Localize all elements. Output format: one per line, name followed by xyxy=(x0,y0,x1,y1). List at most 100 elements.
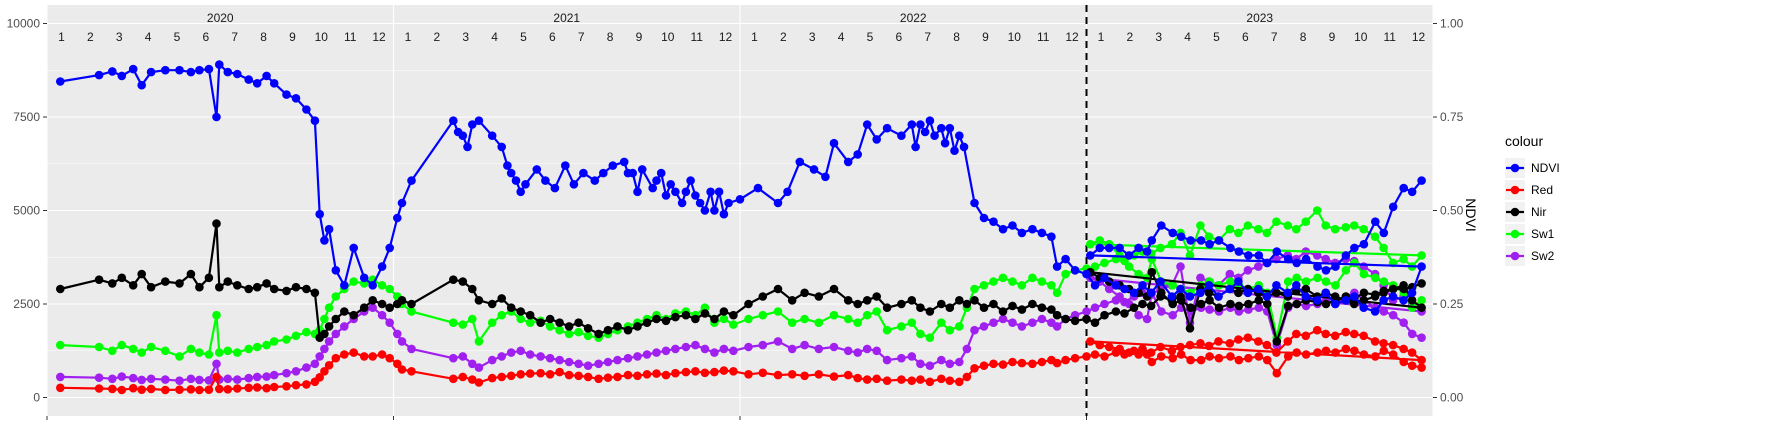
data-point-nir xyxy=(1061,314,1070,324)
data-point-red xyxy=(525,369,535,378)
data-point-sw1 xyxy=(1312,206,1322,215)
data-point-red xyxy=(603,373,613,383)
data-point-red xyxy=(244,383,253,393)
legend-key-point xyxy=(1510,163,1520,173)
data-point-red xyxy=(1292,348,1301,357)
data-point-ndvi xyxy=(1370,307,1380,316)
data-point-nir xyxy=(1292,299,1301,309)
data-point-ndvi xyxy=(359,273,369,283)
data-point-sw2 xyxy=(962,344,972,354)
data-point-red xyxy=(1359,350,1369,359)
data-point-red xyxy=(1349,329,1359,339)
data-point-ndvi xyxy=(262,71,271,81)
data-point-sw2 xyxy=(710,348,719,357)
data-point-sw1 xyxy=(195,348,204,357)
month-label: 4 xyxy=(491,30,498,44)
data-point-ndvi xyxy=(959,142,969,152)
data-point-sw2 xyxy=(633,352,642,361)
data-point-nir xyxy=(324,322,334,331)
data-point-sw1 xyxy=(186,344,196,354)
data-point-sw2 xyxy=(252,372,262,382)
data-point-sw1 xyxy=(1156,243,1165,253)
data-point-red xyxy=(710,367,719,377)
data-point-nir xyxy=(1070,316,1080,326)
data-point-sw2 xyxy=(862,344,872,354)
data-point-ndvi xyxy=(1234,247,1244,256)
data-point-ndvi xyxy=(1292,258,1301,268)
data-point-nir xyxy=(1254,296,1264,305)
data-point-sw1 xyxy=(773,307,783,316)
data-point-ndvi xyxy=(1205,239,1214,249)
data-point-sw2 xyxy=(814,344,824,354)
data-point-red xyxy=(545,370,555,379)
data-point-sw1 xyxy=(1292,224,1301,234)
legend-label: Nir xyxy=(1531,205,1546,219)
data-point-ndvi xyxy=(302,105,311,114)
data-point-red xyxy=(962,372,972,382)
data-point-ndvi xyxy=(1331,262,1340,271)
data-point-sw2 xyxy=(1388,310,1398,320)
axes: 0 2500 5000 7500 10000 0.00 0.25 0.50 0.75 1.00 xyxy=(7,16,1464,420)
data-point-sw1 xyxy=(56,340,65,350)
month-label: 9 xyxy=(289,30,296,44)
data-point-red xyxy=(633,371,642,381)
data-point-sw1 xyxy=(1272,217,1281,226)
year-label: 2022 xyxy=(900,11,927,25)
data-point-nir xyxy=(310,288,320,298)
data-point-ndvi xyxy=(1204,281,1214,290)
data-point-sw1 xyxy=(262,340,271,350)
data-point-nir xyxy=(244,284,253,294)
month-label: 6 xyxy=(1242,30,1249,44)
data-point-ndvi xyxy=(385,243,395,253)
data-point-ndvi xyxy=(1214,236,1224,245)
data-point-sw1 xyxy=(925,333,935,343)
y-tick-label-right: 1.00 xyxy=(1440,16,1464,30)
y-tick-label-left: 10000 xyxy=(7,16,41,30)
data-point-nir xyxy=(773,284,783,294)
data-point-nir xyxy=(862,296,872,305)
data-point-sw1 xyxy=(331,292,341,301)
data-point-red xyxy=(979,361,989,371)
data-point-ndvi xyxy=(920,127,930,137)
data-point-nir xyxy=(1359,296,1368,305)
data-point-red xyxy=(1407,348,1417,357)
data-point-red xyxy=(1225,339,1235,348)
data-point-ndvi xyxy=(1313,262,1322,271)
data-point-red xyxy=(204,385,214,395)
data-point-sw1 xyxy=(814,318,824,328)
data-point-red xyxy=(320,367,329,376)
data-point-red xyxy=(1254,352,1264,361)
data-point-sw1 xyxy=(385,284,395,294)
data-point-nir xyxy=(925,307,935,316)
data-point-ndvi xyxy=(146,67,156,77)
data-point-ndvi xyxy=(773,198,783,208)
data-point-nir xyxy=(161,277,170,286)
data-point-ndvi xyxy=(821,172,830,182)
data-point-sw1 xyxy=(989,277,998,286)
data-point-red xyxy=(1262,340,1272,350)
data-point-ndvi xyxy=(1388,202,1398,212)
data-point-sw1 xyxy=(787,318,797,328)
data-point-sw1 xyxy=(800,314,809,324)
data-point-red xyxy=(882,376,892,386)
data-point-nir xyxy=(215,282,224,292)
data-point-sw1 xyxy=(324,303,334,313)
data-point-sw2 xyxy=(117,372,127,381)
data-point-sw1 xyxy=(128,344,138,354)
data-point-red xyxy=(1037,357,1047,367)
month-label: 8 xyxy=(260,30,267,44)
data-point-sw1 xyxy=(1052,288,1062,298)
data-point-sw1 xyxy=(1330,224,1340,234)
data-point-sw2 xyxy=(310,359,320,369)
data-point-ndvi xyxy=(223,67,233,77)
data-point-sw2 xyxy=(729,346,738,356)
data-point-ndvi xyxy=(691,191,700,200)
data-point-sw2 xyxy=(642,350,652,359)
data-point-red xyxy=(252,383,262,392)
data-point-red xyxy=(1147,357,1157,367)
month-label: 9 xyxy=(1329,30,1336,44)
data-point-ndvi xyxy=(1341,296,1350,305)
data-point-sw2 xyxy=(829,342,839,352)
data-point-red xyxy=(302,380,311,389)
data-point-red xyxy=(1399,357,1408,367)
